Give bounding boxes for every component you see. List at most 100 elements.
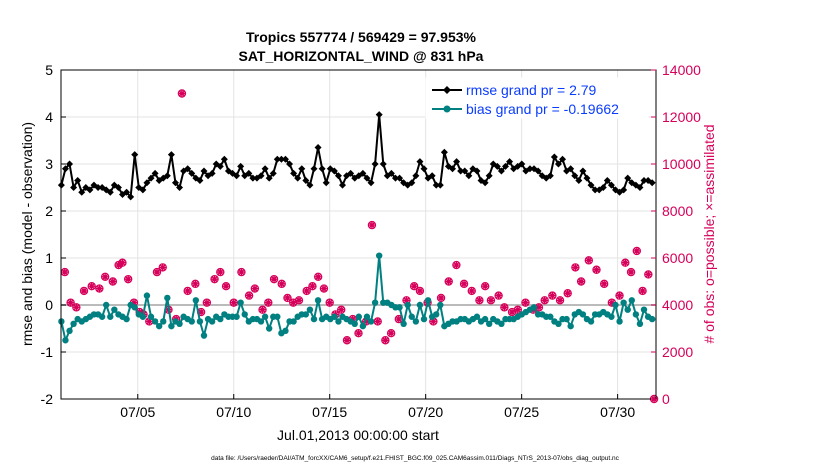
obs-point <box>294 296 304 305</box>
rmse-point <box>322 179 330 187</box>
bias-point <box>355 313 363 320</box>
rmse-point <box>200 167 208 175</box>
rmse-point <box>391 174 399 182</box>
bias-point <box>616 318 623 325</box>
obs-assimilated-marker <box>251 284 259 293</box>
bias-point <box>424 297 432 304</box>
obs-point <box>621 258 630 267</box>
bias-point <box>420 315 428 323</box>
obs-assimilated-marker <box>289 299 297 307</box>
x-tick-layer: 07/05 07/10 07/15 07/20 07/25 07/30 <box>120 394 635 420</box>
obs-point <box>66 298 75 307</box>
obs-assimilated-marker <box>541 296 549 304</box>
rmse-point <box>339 181 347 189</box>
obs-assimilated-marker <box>416 287 424 295</box>
obs-assimilated-marker <box>592 266 601 274</box>
bias-point <box>168 322 175 330</box>
obs-assimilated-marker <box>216 268 224 276</box>
bias-point <box>143 292 151 299</box>
bias-point <box>396 304 403 311</box>
rmse-point <box>310 165 318 173</box>
obs-assimilated-marker <box>487 296 495 304</box>
bias-point <box>404 301 411 309</box>
obs-assimilated-marker <box>548 292 556 300</box>
obs-point <box>459 279 469 289</box>
rmse-point <box>147 174 155 182</box>
y-right-tick-label: 2000 <box>662 344 693 360</box>
obs-point <box>191 279 200 289</box>
bias-point <box>196 318 204 325</box>
obs-point <box>108 277 118 286</box>
obs-point <box>342 336 352 345</box>
bias-point <box>147 313 155 320</box>
bias-point <box>131 304 138 311</box>
obs-point <box>325 298 334 307</box>
rmse-point <box>575 176 583 184</box>
rmse-point <box>70 184 78 191</box>
obs-point <box>264 298 273 307</box>
rmse-point <box>74 176 82 184</box>
rmse-point <box>620 186 628 194</box>
x-tick-label: 07/15 <box>312 404 347 420</box>
rmse-point <box>583 174 591 182</box>
obs-assimilated-marker <box>237 268 246 276</box>
obs-assimilated-marker <box>264 299 272 307</box>
obs-point <box>277 279 286 289</box>
bias-point <box>164 294 171 302</box>
bias-point <box>176 320 183 327</box>
obs-assimilated-marker <box>468 287 476 295</box>
obs-assimilated-marker <box>600 280 608 288</box>
bias-point <box>640 306 648 313</box>
bias-point <box>261 313 269 320</box>
rmse-point <box>318 165 326 173</box>
rmse-point <box>396 174 404 182</box>
obs-point <box>486 296 496 305</box>
obs-assimilated-marker <box>495 292 503 300</box>
obs-point <box>436 293 446 303</box>
y-left-tick-layer: -2 -1 0 1 2 3 4 5 <box>41 62 66 407</box>
obs-assimilated-marker <box>118 259 127 267</box>
obs-assimilated-marker <box>556 296 564 304</box>
obs-point <box>319 284 329 293</box>
obs-point <box>354 329 363 338</box>
obs-point <box>494 291 503 300</box>
rmse-point <box>387 169 395 177</box>
bias-point <box>563 315 570 323</box>
obs-point <box>555 296 565 305</box>
obs-assimilated-marker <box>295 296 303 304</box>
obs-point <box>367 220 377 230</box>
bias-point <box>547 313 554 320</box>
bias-point <box>237 299 244 306</box>
rmse-point <box>526 165 534 173</box>
legend-rmse-text: rmse grand pr = 2.79 <box>466 82 597 98</box>
obs-assimilated-marker <box>66 299 75 307</box>
rmse-point <box>408 179 416 187</box>
obs-assimilated-marker <box>638 287 647 295</box>
obs-assimilated-marker <box>114 261 123 269</box>
rmse-point <box>290 169 298 177</box>
obs-assimilated-marker <box>615 292 624 300</box>
obs-assimilated-marker <box>387 329 395 337</box>
obs-point <box>308 282 317 291</box>
bias-point <box>624 306 631 313</box>
rmse-point <box>265 174 273 182</box>
bias-point <box>408 313 415 320</box>
bias-point <box>485 320 493 327</box>
obs-assimilated-marker <box>308 282 317 290</box>
bias-point <box>608 313 615 320</box>
obs-point <box>95 284 104 293</box>
bias-point <box>555 320 562 327</box>
bias-point <box>257 318 265 325</box>
obs-assimilated-marker <box>101 273 109 281</box>
rmse-point <box>416 158 424 166</box>
rmse-point <box>412 172 420 180</box>
x-tick-label: 07/10 <box>216 404 251 420</box>
obs-assimilated-marker <box>475 296 484 304</box>
rmse-point <box>636 184 644 191</box>
obs-assimilated-marker <box>245 292 253 300</box>
bias-point <box>587 318 595 325</box>
y-left-tick-label: 0 <box>45 297 53 313</box>
obs-assimilated-marker <box>644 270 652 279</box>
rmse-point <box>163 172 171 180</box>
y-right-tick-layer: 0 2000 4000 6000 8000 10000 12000 14000 <box>651 62 701 407</box>
